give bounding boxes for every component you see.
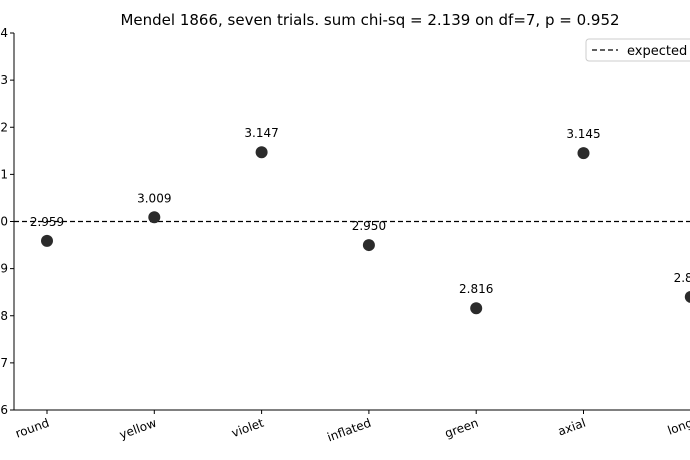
x-tick-label-round: round	[13, 416, 51, 441]
data-label-long: 2.840	[674, 271, 690, 285]
x-tick-label-inflated: inflated	[325, 416, 373, 445]
y-ticks: 6 7 8 9 0 1 2 3 4	[0, 26, 14, 417]
data-point-yellow	[148, 211, 161, 224]
legend-box	[585, 38, 690, 62]
data-label-inflated: 2.950	[352, 219, 386, 233]
data-label-axial: 3.145	[566, 127, 600, 141]
data-label-green: 2.816	[459, 282, 493, 296]
chart-title: Mendel 1866, seven trials. sum chi-sq = …	[120, 11, 619, 29]
x-tick-label-green: green	[443, 416, 480, 441]
data-point-inflated	[362, 239, 375, 252]
y-tick-label: 6	[0, 403, 8, 417]
data-labels: 2.959 3.009 3.147 2.950 2.816 3.145 2.840	[30, 126, 690, 296]
y-tick-label: 0	[0, 215, 8, 229]
y-tick-label: 1	[0, 167, 8, 181]
y-tick-label: 2	[0, 120, 8, 134]
y-tick-label: 4	[0, 26, 8, 40]
data-label-round: 2.959	[30, 215, 64, 229]
data-point-round	[41, 234, 53, 247]
legend-label-expected: expected	[627, 44, 687, 59]
data-points	[41, 146, 690, 315]
y-tick-label: 8	[0, 309, 8, 323]
x-ticks: round yellow violet inflated green axial long	[13, 410, 690, 444]
y-tick-label: 7	[0, 356, 8, 370]
y-tick-label: 3	[0, 73, 8, 87]
x-tick-label-violet: violet	[230, 416, 266, 441]
data-point-violet	[255, 146, 268, 159]
x-tick-label-long: long	[666, 416, 690, 438]
legend: expected	[585, 38, 690, 62]
data-point-green	[470, 302, 483, 315]
data-point-axial	[577, 147, 590, 160]
data-point-long	[684, 290, 690, 303]
y-tick-label: 9	[0, 262, 8, 276]
x-tick-label-yellow: yellow	[118, 416, 159, 442]
data-label-yellow: 3.009	[137, 191, 171, 205]
x-tick-label-axial: axial	[556, 416, 588, 439]
data-label-violet: 3.147	[244, 126, 278, 140]
